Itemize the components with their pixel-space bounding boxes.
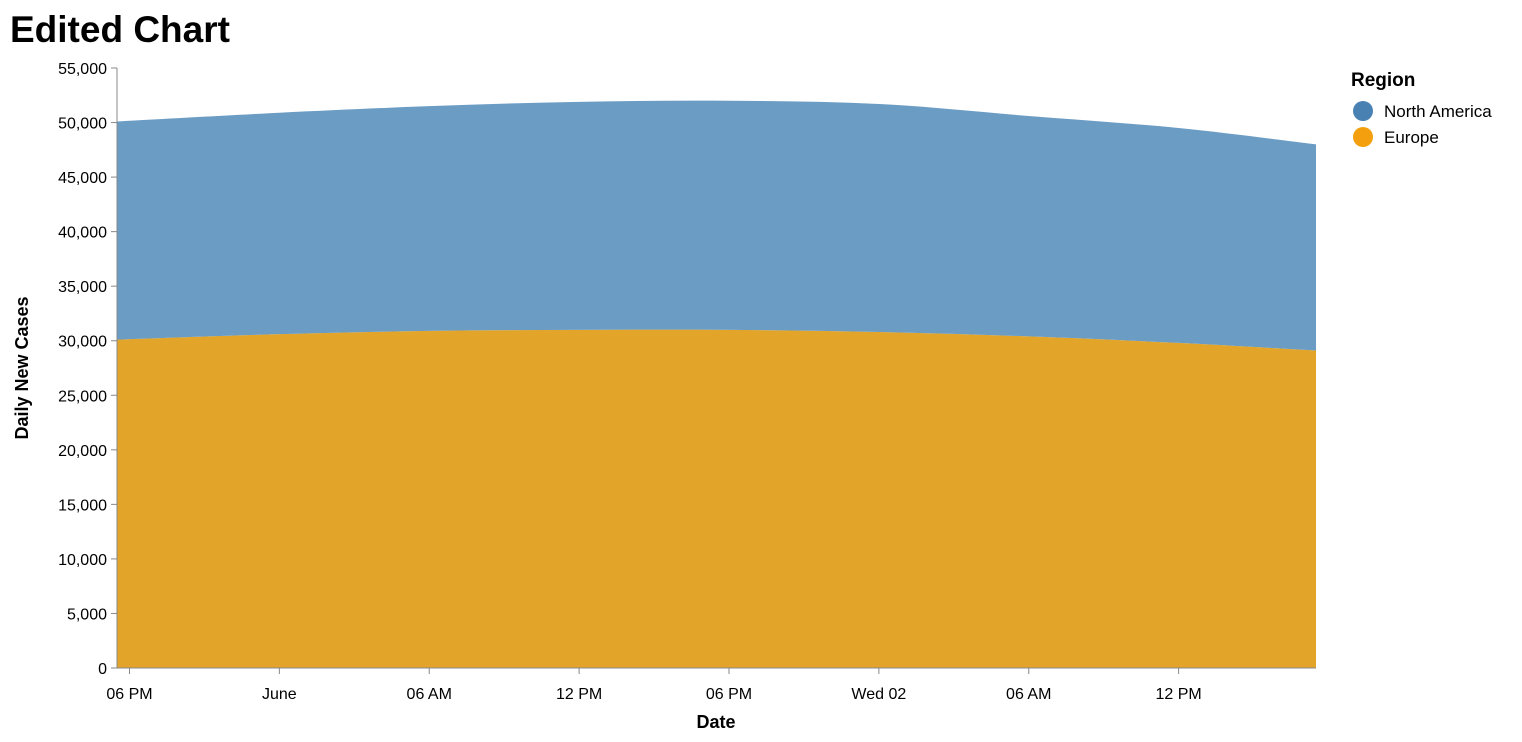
y-tick-label: 20,000 <box>58 443 107 460</box>
y-tick-label: 55,000 <box>58 61 107 78</box>
y-axis-title: Daily New Cases <box>12 296 32 439</box>
area-north-america <box>117 100 1316 351</box>
legend-swatch <box>1353 101 1373 121</box>
legend-swatch <box>1353 127 1373 147</box>
y-tick-label: 15,000 <box>58 497 107 514</box>
x-tick-label: 12 PM <box>1155 686 1201 703</box>
x-tick-label: 06 PM <box>106 686 152 703</box>
y-tick-label: 45,000 <box>58 170 107 187</box>
y-tick-label: 30,000 <box>58 334 107 351</box>
x-tick-label: 06 PM <box>706 686 752 703</box>
y-tick-label: 10,000 <box>58 552 107 569</box>
y-tick-label: 35,000 <box>58 279 107 296</box>
area-series-group <box>117 100 1316 668</box>
legend: Region North America Europe <box>1351 70 1492 147</box>
x-tick-label: Wed 02 <box>851 686 906 703</box>
x-tick-label: 12 PM <box>556 686 602 703</box>
chart-title: Edited Chart <box>10 9 230 50</box>
y-tick-label: 5,000 <box>67 606 107 623</box>
y-tick-label: 40,000 <box>58 225 107 242</box>
x-tick-label: June <box>262 686 297 703</box>
legend-label: North America <box>1384 102 1492 121</box>
y-tick-label: 50,000 <box>58 116 107 133</box>
y-tick-label: 25,000 <box>58 388 107 405</box>
y-axis: 0 5,000 10,000 15,000 20,000 25,000 30,000 35,0… <box>58 61 118 678</box>
area-europe <box>117 329 1316 668</box>
y-tick-label: 0 <box>98 661 107 678</box>
x-axis: 06 PM June 06 AM 12 PM 06 PM Wed 02 06 AM 12 PM <box>106 667 1316 703</box>
legend-title: Region <box>1351 70 1415 91</box>
x-axis-title: Date <box>696 712 735 732</box>
legend-label: Europe <box>1384 128 1439 147</box>
x-tick-label: 06 AM <box>1006 686 1051 703</box>
x-tick-label: 06 AM <box>407 686 452 703</box>
